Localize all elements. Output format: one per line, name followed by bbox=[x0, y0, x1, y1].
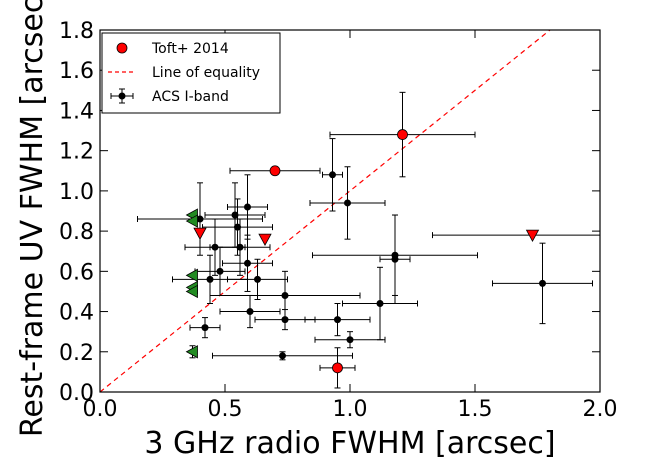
y-axis-label: Rest-frame UV FWHM [arcsec] bbox=[15, 0, 50, 437]
legend-box bbox=[101, 32, 281, 114]
acs-i-band-point bbox=[227, 174, 268, 240]
legend-toft-marker bbox=[116, 42, 128, 54]
y-tick-label: 1.6 bbox=[59, 59, 94, 84]
acs-i-band-point bbox=[212, 351, 353, 361]
x-tick-label: 0.5 bbox=[208, 397, 243, 422]
acs-i-band-point bbox=[189, 317, 221, 339]
acs-i-band-point bbox=[204, 182, 266, 248]
upper-limits-radio-point bbox=[185, 284, 198, 299]
y-tick-label: 1.2 bbox=[59, 140, 94, 165]
x-axis-label: 3 GHz radio FWHM [arcsec] bbox=[144, 426, 555, 461]
toft-2014-point bbox=[193, 227, 207, 240]
acs-i-band-point bbox=[222, 234, 273, 292]
upper-limits-radio-point bbox=[185, 268, 198, 283]
x-tick-label: 1.0 bbox=[333, 397, 368, 422]
y-tick-label: 0.0 bbox=[59, 381, 94, 406]
legend-equality-label: Line of equality bbox=[152, 65, 260, 81]
upper-limits-radio-point bbox=[185, 214, 198, 228]
x-tick-label: 2.0 bbox=[583, 397, 618, 422]
y-tick-label: 0.2 bbox=[59, 341, 94, 366]
toft-2014-point bbox=[329, 91, 476, 178]
y-tick-label: 0.8 bbox=[59, 220, 94, 245]
acs-i-band-point bbox=[492, 242, 593, 325]
acs-i-band-point bbox=[304, 303, 371, 337]
acs-i-band-point bbox=[137, 182, 263, 256]
legend-toft-label: Toft+ 2014 bbox=[151, 41, 229, 57]
x-tick-label: 1.5 bbox=[458, 397, 493, 422]
y-tick-label: 1.4 bbox=[59, 99, 94, 124]
line-of-equality bbox=[100, 30, 551, 392]
acs-i-band-point bbox=[309, 166, 386, 240]
toft-2014-point bbox=[432, 229, 600, 242]
y-tick-label: 0.6 bbox=[59, 260, 94, 285]
y-tick-label: 1.0 bbox=[59, 180, 94, 205]
legend-acs-label: ACS I-band bbox=[152, 89, 229, 105]
x-tick-label: 0.0 bbox=[83, 397, 118, 422]
y-tick-label: 0.4 bbox=[59, 301, 94, 326]
toft-2014-point bbox=[258, 233, 272, 246]
legend: Toft+ 2014 Line of equality ACS I-band bbox=[101, 32, 281, 114]
legend-acs-marker bbox=[110, 88, 134, 104]
upper-limits-radio-point bbox=[185, 345, 198, 359]
acs-i-band-point bbox=[342, 266, 418, 341]
acs-i-band-point bbox=[314, 331, 386, 349]
toft-2014-point bbox=[229, 165, 321, 177]
acs-i-band-point bbox=[209, 218, 271, 276]
y-tick-label: 1.8 bbox=[59, 19, 94, 44]
toft-2014-point bbox=[319, 347, 356, 389]
acs-i-band-point bbox=[322, 138, 343, 212]
acs-i-band-point bbox=[219, 294, 281, 329]
acs-i-band-point bbox=[379, 214, 411, 305]
